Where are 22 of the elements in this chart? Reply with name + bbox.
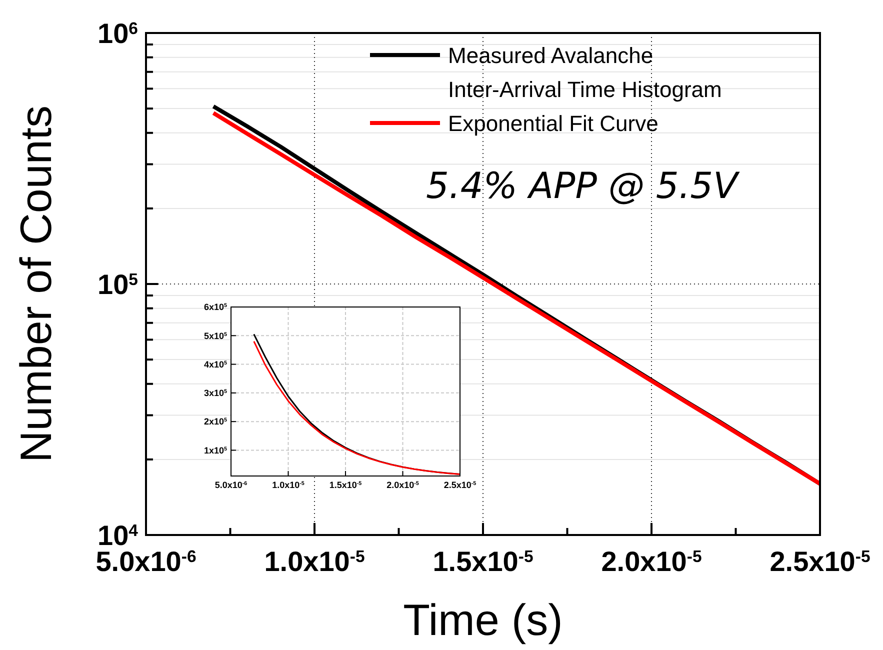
x-tick-label: 1.0x10$^{-5}$	[264, 546, 365, 577]
legend-label: Exponential Fit Curve	[448, 111, 658, 136]
x-tick-label: 1.5x10$^{-5}$	[432, 546, 534, 577]
y-tick-label: 6x10$^{5}$	[204, 302, 227, 312]
annotation: 5.4% APP @ 5.5V	[426, 166, 740, 207]
x-tick-label: 2.0x10$^{-5}$	[386, 480, 419, 490]
y-tick-label: 10$^{6}$	[98, 18, 138, 49]
y-tick-label: 5x10$^{5}$	[204, 330, 227, 341]
y-tick-label: 2x10$^{5}$	[204, 416, 227, 427]
y-tick-label: 4x10$^{5}$	[204, 359, 227, 370]
x-tick-label: 2.5x10$^{-5}$	[770, 546, 870, 577]
x-tick-label: 1.5x10$^{-5}$	[329, 480, 362, 490]
legend-label: Measured Avalanche Inter-Arrival Time Histogram	[448, 43, 722, 102]
x-tick-label: 2.0x10$^{-5}$	[601, 546, 702, 577]
y-tick-label: 1x10$^{5}$	[204, 445, 227, 456]
x-tick-label: 2.5x10$^{-5}$	[444, 480, 476, 490]
y-axis-title: Number of Counts	[12, 105, 61, 463]
x-tick-label: 1.0x10$^{-5}$	[272, 480, 304, 490]
x-axis-title: Time (s)	[403, 596, 563, 645]
y-tick-label: 3x10$^{5}$	[204, 388, 227, 398]
y-tick-label: 10$^{5}$	[98, 268, 138, 300]
x-tick-label: 5.0x10$^{-6}$	[214, 480, 248, 490]
